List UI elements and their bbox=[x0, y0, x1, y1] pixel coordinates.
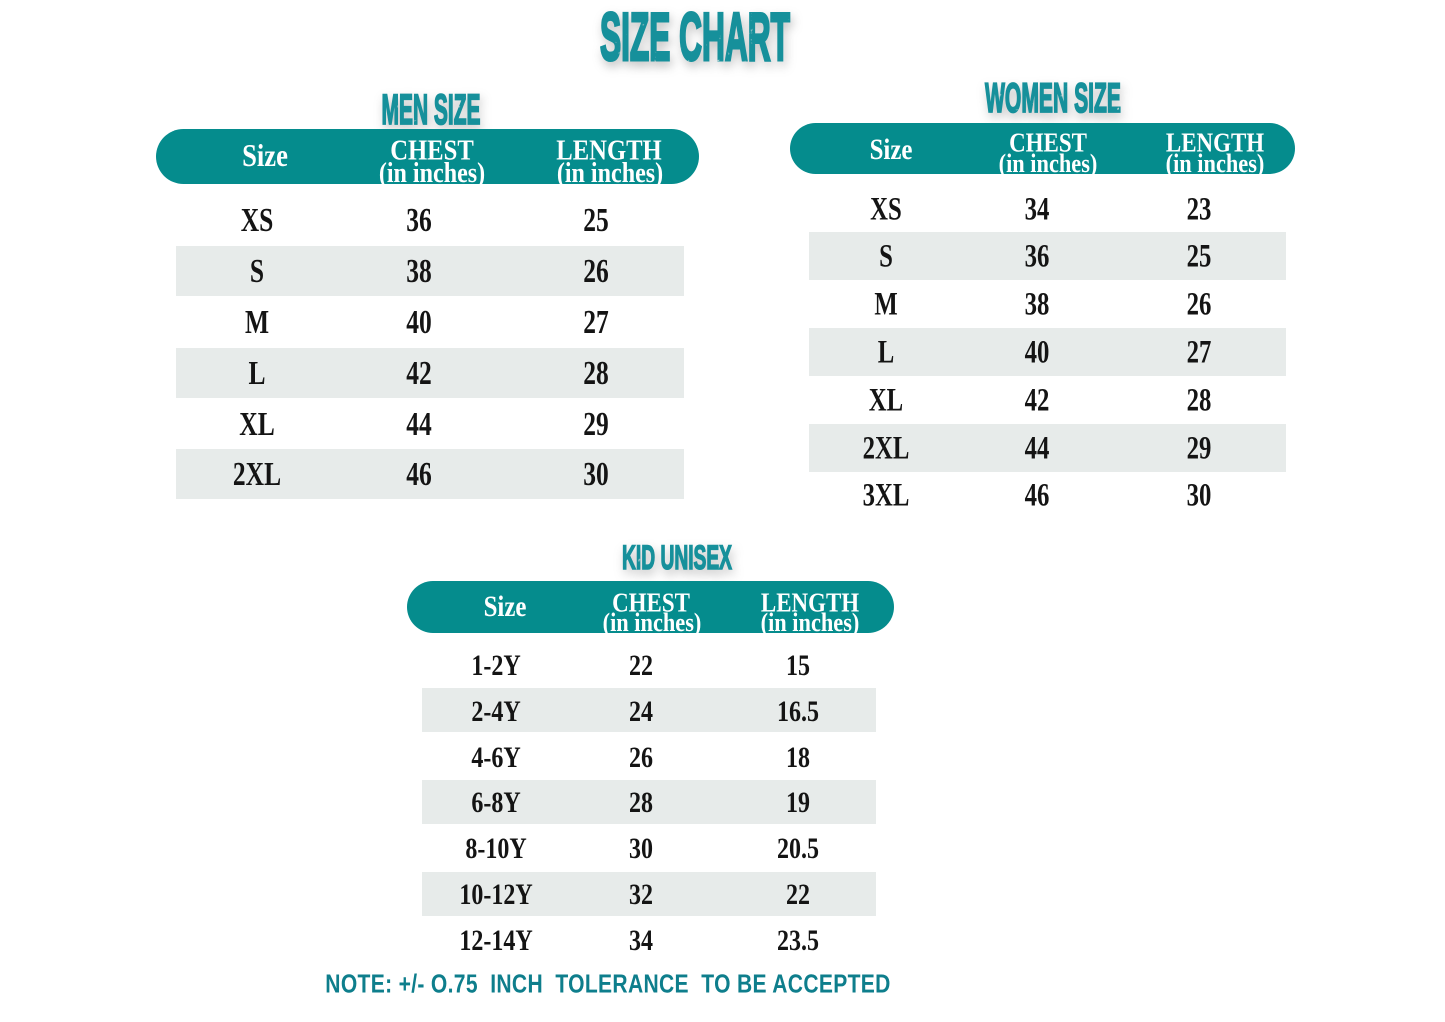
svg-text:MEN SIZE: MEN SIZE bbox=[382, 86, 481, 132]
svg-text:SIZE CHART: SIZE CHART bbox=[600, 0, 790, 75]
svg-text:WOMEN SIZE: WOMEN SIZE bbox=[985, 74, 1121, 121]
svg-text:KID UNISEX: KID UNISEX bbox=[622, 539, 732, 577]
